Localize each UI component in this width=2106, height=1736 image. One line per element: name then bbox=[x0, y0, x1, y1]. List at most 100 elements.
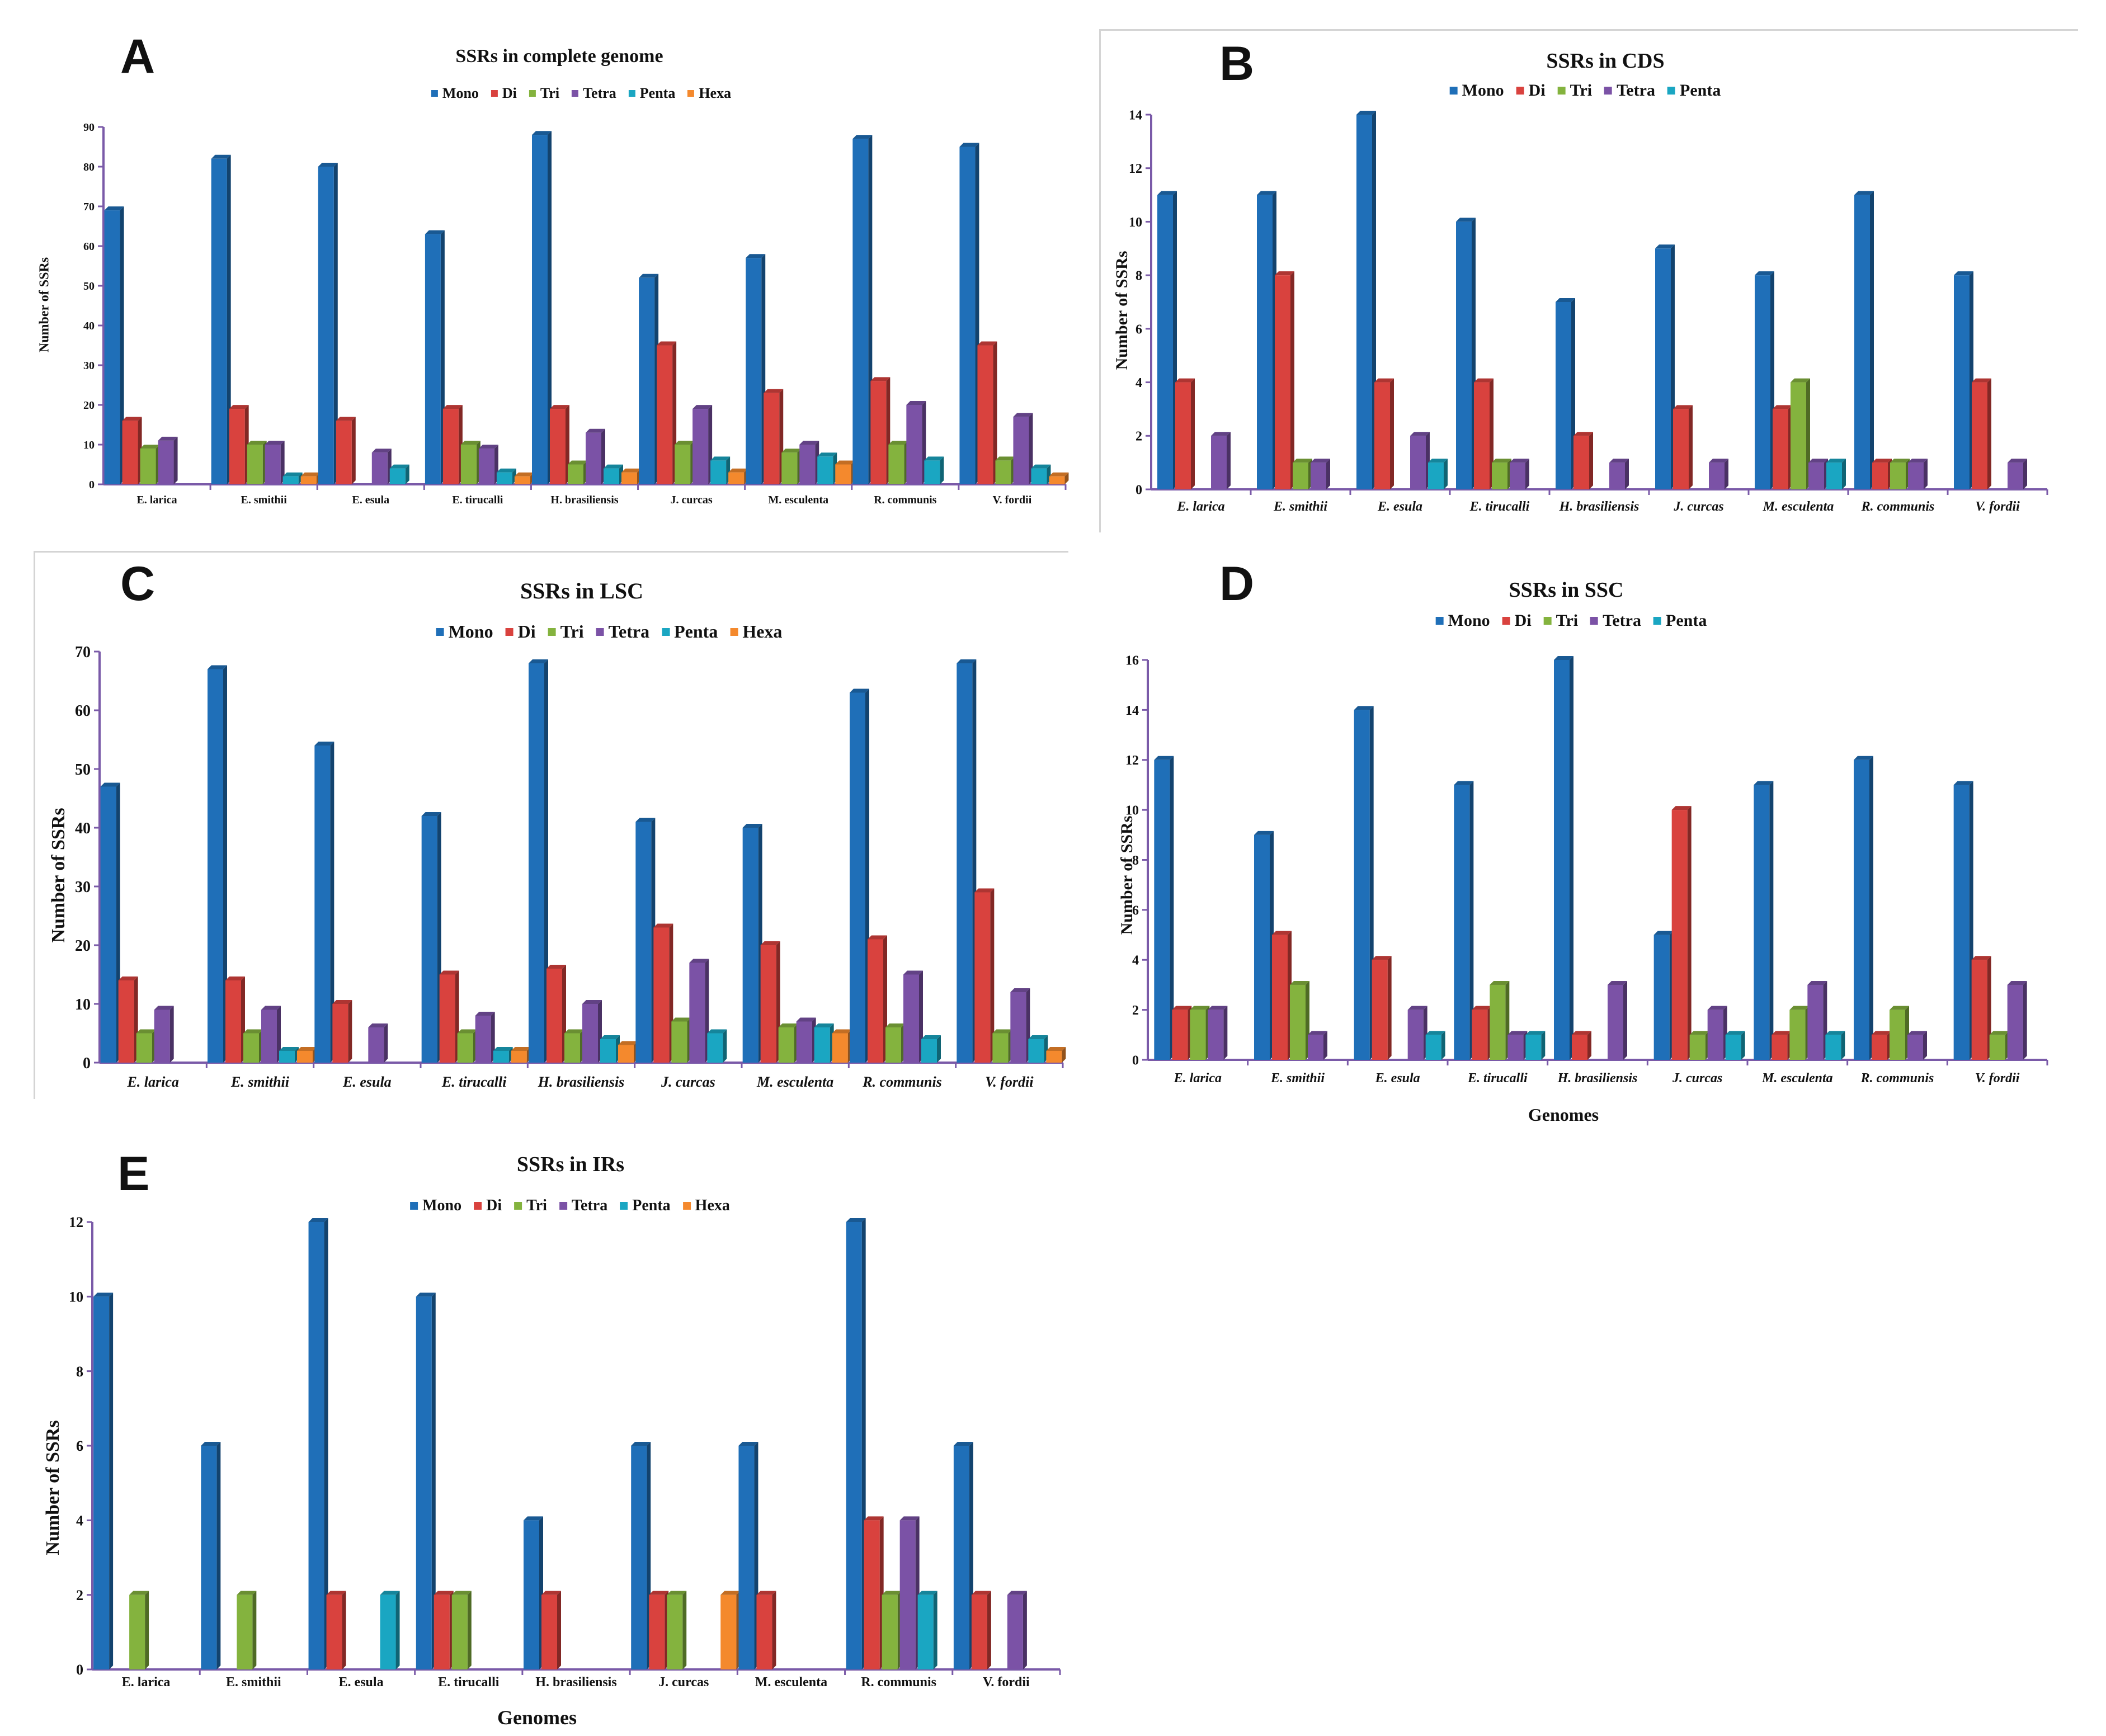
x-tick-label: M. esculenta bbox=[1761, 1071, 1833, 1086]
bar bbox=[475, 1016, 491, 1063]
bar bbox=[1407, 1009, 1424, 1060]
bar-top bbox=[1854, 191, 1874, 195]
bar bbox=[511, 1051, 527, 1063]
bar bbox=[917, 1595, 934, 1669]
y-tick-label: 8 bbox=[1136, 269, 1142, 284]
bar bbox=[1908, 463, 1924, 489]
bar-top bbox=[158, 436, 178, 441]
bar bbox=[371, 452, 388, 484]
bar-side bbox=[1842, 459, 1846, 489]
x-tick-label: J. curcas bbox=[1673, 499, 1723, 514]
y-tick-label: 14 bbox=[1125, 704, 1139, 718]
bar-top bbox=[1308, 1031, 1327, 1035]
bar-top bbox=[1609, 459, 1629, 463]
bar-top bbox=[995, 456, 1015, 461]
y-tick-label: 90 bbox=[83, 121, 95, 134]
legend-swatch bbox=[596, 628, 604, 636]
bar bbox=[1372, 960, 1388, 1060]
bar bbox=[282, 476, 299, 484]
y-tick-label: 20 bbox=[83, 399, 95, 412]
legend-label: Penta bbox=[1680, 81, 1721, 100]
bar-side bbox=[252, 1591, 257, 1669]
bar bbox=[921, 1039, 937, 1063]
bar bbox=[1554, 660, 1570, 1060]
bar bbox=[1773, 409, 1788, 489]
bar-side bbox=[2023, 459, 2027, 489]
legend-swatch bbox=[628, 90, 635, 97]
bar-top bbox=[380, 1591, 400, 1595]
y-tick-label: 10 bbox=[1129, 215, 1142, 230]
legend-swatch bbox=[548, 628, 556, 636]
x-tick-label: E. tirucalli bbox=[441, 1074, 507, 1090]
legend-item: Di bbox=[474, 1197, 502, 1215]
bar bbox=[639, 277, 655, 484]
bar bbox=[995, 460, 1011, 484]
legend-item: Tetra bbox=[572, 85, 616, 102]
bar-top bbox=[100, 782, 120, 787]
legend-swatch bbox=[1543, 617, 1552, 625]
bar-side bbox=[548, 131, 552, 484]
y-tick-label: 6 bbox=[1136, 322, 1142, 337]
legend: Mono Di Tri Tetra Penta bbox=[1449, 81, 1733, 100]
bar-top bbox=[314, 742, 334, 746]
bar bbox=[899, 1520, 916, 1669]
bar-top bbox=[247, 441, 267, 445]
bar-top bbox=[707, 1029, 727, 1034]
legend-label: Penta bbox=[1666, 611, 1707, 630]
legend-swatch bbox=[410, 1202, 418, 1210]
bar bbox=[959, 147, 976, 484]
legend-item: Tri bbox=[1557, 81, 1592, 100]
bar-side bbox=[1290, 271, 1294, 489]
bar-side bbox=[1023, 1591, 1027, 1669]
bar-top bbox=[421, 812, 441, 816]
bar bbox=[300, 476, 317, 484]
bar bbox=[416, 1296, 432, 1669]
bar-top bbox=[154, 1006, 174, 1010]
y-tick-label: 2 bbox=[76, 1587, 83, 1603]
bar bbox=[852, 139, 869, 485]
bar-top bbox=[957, 659, 977, 663]
bar bbox=[1410, 436, 1426, 489]
bar bbox=[1653, 935, 1670, 1060]
bar-side bbox=[395, 1591, 400, 1669]
x-tick-label: E. larica bbox=[1176, 499, 1224, 514]
bar bbox=[550, 409, 566, 484]
x-tick-label: E. tirucalli bbox=[1467, 1071, 1528, 1086]
bar bbox=[1673, 409, 1689, 489]
bar-top bbox=[1172, 1006, 1192, 1010]
x-tick-label: H. brasiliensis bbox=[538, 1074, 625, 1090]
bar-side bbox=[940, 456, 944, 484]
bar-top bbox=[864, 1516, 884, 1521]
bar-top bbox=[1854, 756, 1873, 760]
bar bbox=[742, 828, 758, 1063]
legend-item: Di bbox=[505, 621, 536, 642]
bar bbox=[586, 432, 601, 484]
bar-top bbox=[618, 1041, 638, 1045]
bar-top bbox=[237, 1591, 257, 1595]
bar-side bbox=[1387, 956, 1392, 1060]
legend-swatch bbox=[1502, 617, 1510, 625]
bar bbox=[568, 464, 583, 484]
bar bbox=[136, 1033, 152, 1063]
bar bbox=[675, 445, 691, 484]
bar bbox=[247, 445, 263, 484]
bar bbox=[1046, 1051, 1062, 1063]
legend: Mono Di Tri Tetra Penta Hexa bbox=[431, 85, 743, 102]
x-tick-label: E. esula bbox=[352, 494, 389, 506]
bar-top bbox=[742, 824, 762, 828]
y-tick-label: 50 bbox=[83, 280, 95, 293]
x-tick-label: E. tirucalli bbox=[438, 1675, 500, 1690]
bar-side bbox=[348, 1000, 352, 1063]
panel-letter: E bbox=[117, 1147, 150, 1201]
bar-side bbox=[223, 665, 227, 1063]
bar bbox=[746, 258, 762, 484]
bar bbox=[129, 1595, 145, 1669]
bar bbox=[689, 963, 705, 1063]
panel-frame bbox=[1099, 29, 2078, 534]
bar bbox=[1374, 382, 1390, 489]
bar-side bbox=[544, 659, 548, 1063]
bar bbox=[1154, 760, 1170, 1060]
bar-side bbox=[1323, 1031, 1327, 1060]
bar-side bbox=[990, 888, 995, 1063]
y-tick-label: 0 bbox=[1132, 1053, 1139, 1068]
